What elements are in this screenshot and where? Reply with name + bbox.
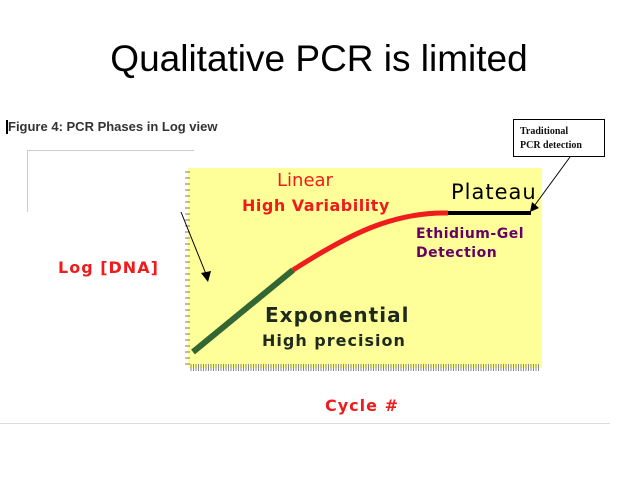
plot-area [188, 168, 542, 368]
y-axis-label: Log [DNA] [58, 258, 159, 277]
traditional-detection-box: Traditional PCR detection [513, 119, 605, 157]
x-axis-label: Cycle # [325, 396, 399, 415]
slide-title: Qualitative PCR is limited [110, 38, 528, 79]
linear-segment [291, 210, 449, 273]
y-axis-ticks [185, 171, 190, 365]
figure-frame-top [27, 150, 194, 151]
linear-phase-label: Linear [277, 170, 333, 191]
figure-frame-left [27, 150, 28, 212]
figure-caption: Figure 4: PCR Phases in Log view [6, 119, 218, 134]
gel-detection-line1: Ethidium-Gel [416, 226, 524, 242]
slide-bottom-rule [0, 423, 610, 424]
traditional-arrowhead [530, 202, 539, 212]
gel-detection-label: Ethidium-Gel Detection [416, 225, 524, 263]
exponential-arrow [180, 211, 209, 280]
traditional-arrow [531, 156, 571, 210]
x-axis-ticks [190, 364, 539, 371]
exponential-phase-label: Exponential [265, 303, 410, 327]
gel-detection-line2: Detection [416, 245, 498, 261]
exponential-phase-sublabel: High precision [262, 331, 406, 350]
traditional-detection-line2: PCR detection [520, 140, 582, 151]
linear-phase-sublabel: High Variability [242, 196, 390, 215]
traditional-detection-line1: Traditional [520, 126, 569, 137]
exponential-segment [191, 267, 295, 355]
exponential-arrowhead [201, 271, 211, 282]
plateau-phase-label: Plateau [451, 180, 537, 204]
